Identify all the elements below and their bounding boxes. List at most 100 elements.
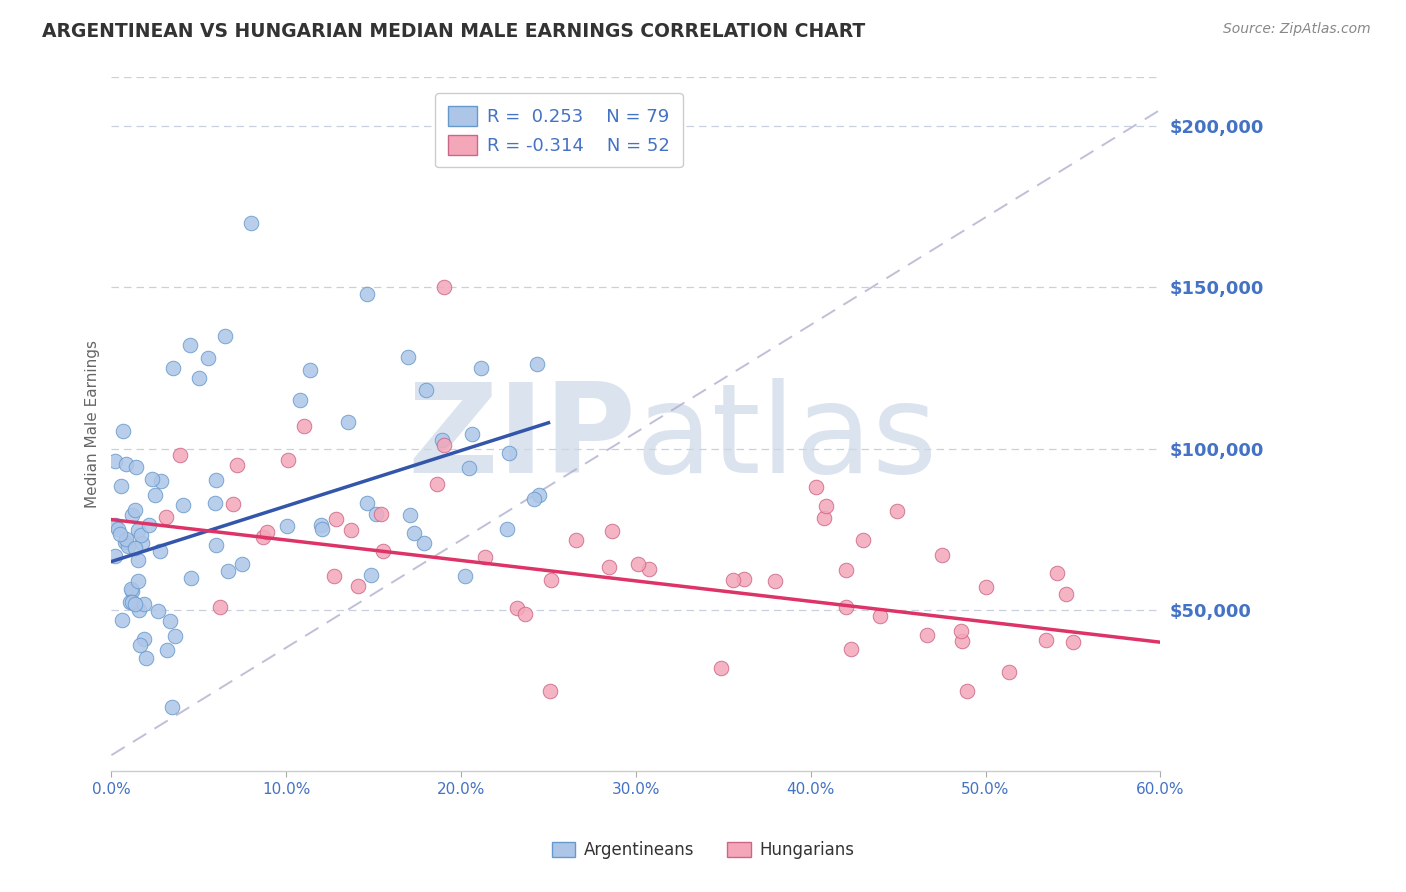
Point bbox=[128, 639, 150, 653]
Point bbox=[125, 459, 148, 474]
Point bbox=[104, 549, 127, 563]
Point bbox=[155, 510, 177, 524]
Point bbox=[162, 360, 184, 375]
Point bbox=[949, 624, 972, 639]
Point bbox=[114, 533, 136, 547]
Point bbox=[526, 357, 548, 371]
Point bbox=[120, 594, 142, 608]
Point bbox=[111, 613, 134, 627]
Point bbox=[205, 473, 228, 487]
Point bbox=[366, 508, 388, 522]
Point bbox=[127, 574, 149, 588]
Point bbox=[131, 536, 153, 550]
Point bbox=[950, 633, 973, 648]
Point bbox=[120, 582, 142, 597]
Point bbox=[356, 496, 378, 510]
Point bbox=[141, 472, 163, 486]
Point bbox=[225, 458, 247, 472]
Point bbox=[117, 539, 139, 553]
Point bbox=[124, 502, 146, 516]
Point bbox=[121, 595, 143, 609]
Point bbox=[538, 683, 561, 698]
Point bbox=[852, 533, 875, 547]
Point bbox=[114, 534, 136, 549]
Point bbox=[299, 362, 322, 376]
Point bbox=[496, 522, 519, 536]
Point bbox=[292, 419, 315, 434]
Point bbox=[111, 425, 134, 439]
Text: atlas: atlas bbox=[636, 377, 938, 499]
Point bbox=[598, 560, 620, 574]
Point bbox=[108, 526, 131, 541]
Point bbox=[127, 523, 149, 537]
Point bbox=[240, 216, 263, 230]
Point bbox=[627, 557, 650, 571]
Point bbox=[733, 572, 755, 586]
Point bbox=[288, 392, 311, 407]
Point bbox=[370, 508, 392, 522]
Point bbox=[356, 286, 378, 301]
Point bbox=[371, 543, 394, 558]
Point bbox=[1054, 587, 1077, 601]
Point bbox=[956, 683, 979, 698]
Point bbox=[1046, 566, 1069, 580]
Point bbox=[340, 523, 363, 537]
Point bbox=[426, 477, 449, 491]
Text: ARGENTINEAN VS HUNGARIAN MEDIAN MALE EARNINGS CORRELATION CHART: ARGENTINEAN VS HUNGARIAN MEDIAN MALE EAR… bbox=[42, 22, 866, 41]
Point bbox=[160, 699, 183, 714]
Point bbox=[470, 361, 492, 376]
Point bbox=[399, 508, 422, 523]
Point bbox=[638, 562, 661, 576]
Point bbox=[197, 351, 219, 366]
Point bbox=[529, 488, 551, 502]
Point bbox=[187, 370, 209, 384]
Point bbox=[412, 536, 434, 550]
Point bbox=[432, 280, 454, 294]
Point bbox=[839, 642, 862, 657]
Point bbox=[124, 541, 146, 555]
Point bbox=[172, 498, 194, 512]
Legend: R =  0.253    N = 79, R = -0.314    N = 52: R = 0.253 N = 79, R = -0.314 N = 52 bbox=[434, 94, 683, 168]
Point bbox=[931, 548, 953, 562]
Point bbox=[1062, 635, 1084, 649]
Point bbox=[149, 543, 172, 558]
Point bbox=[506, 601, 529, 615]
Point bbox=[347, 579, 370, 593]
Point bbox=[835, 563, 858, 577]
Point bbox=[208, 600, 231, 615]
Point bbox=[763, 574, 786, 588]
Point bbox=[710, 661, 733, 675]
Point bbox=[513, 607, 536, 622]
Point bbox=[138, 517, 160, 532]
Point bbox=[430, 434, 453, 448]
Point bbox=[461, 427, 484, 442]
Point bbox=[217, 564, 239, 578]
Point bbox=[311, 522, 333, 536]
Point bbox=[132, 597, 155, 611]
Point bbox=[135, 651, 157, 665]
Point bbox=[121, 508, 143, 522]
Point bbox=[360, 567, 382, 582]
Point bbox=[523, 491, 546, 506]
Point bbox=[205, 538, 228, 552]
Point bbox=[806, 480, 828, 494]
Point bbox=[277, 453, 299, 467]
Point bbox=[998, 665, 1021, 680]
Point bbox=[104, 518, 127, 533]
Point bbox=[127, 553, 149, 567]
Point bbox=[110, 479, 132, 493]
Point bbox=[156, 642, 179, 657]
Point bbox=[204, 496, 226, 510]
Point bbox=[165, 629, 187, 643]
Point bbox=[915, 627, 938, 641]
Point bbox=[974, 580, 997, 594]
Point bbox=[115, 458, 138, 472]
Point bbox=[128, 602, 150, 616]
Point bbox=[415, 384, 437, 398]
Point bbox=[252, 530, 274, 544]
Point bbox=[124, 597, 146, 611]
Text: ZIP: ZIP bbox=[408, 377, 636, 499]
Point bbox=[474, 549, 496, 564]
Point bbox=[869, 609, 891, 624]
Point bbox=[322, 569, 344, 583]
